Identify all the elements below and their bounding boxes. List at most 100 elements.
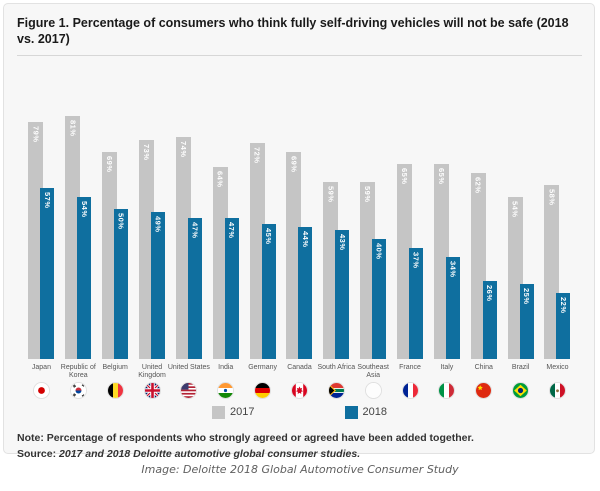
bar-pair: 72% 45%	[249, 116, 276, 359]
country-label: United States	[167, 363, 210, 371]
bar-2017-value-label: 73%	[142, 143, 151, 161]
note-line: Note: Percentage of respondents who stro…	[17, 430, 582, 446]
country-label: Southeast Asia	[357, 363, 389, 379]
country-label: China	[474, 363, 493, 371]
bar-2018: 22%	[556, 292, 571, 359]
source-line: Source: 2017 and 2018 Deloitte automotiv…	[17, 446, 582, 462]
bar-group: 81% 54% Republic of Korea	[60, 115, 97, 399]
bar-group: 73% 49% United Kingdom	[134, 116, 171, 399]
bar-2017: 59%	[360, 181, 376, 359]
flag-france	[401, 381, 419, 399]
bar-2017: 65%	[433, 163, 449, 359]
bar-pair: 73% 49%	[139, 116, 165, 359]
bar-2017: 54%	[507, 196, 523, 359]
bar-chart: 79% 57% Japan 81% 54% Republic of Korea 69% 50%…	[17, 115, 582, 399]
bar-pair: 62% 26%	[470, 116, 497, 359]
bar-group: 59% 40% Southeast Asia	[355, 116, 392, 399]
bar-2017: 79%	[28, 121, 44, 359]
bar-2018-value-label: 57%	[42, 191, 52, 209]
bar-2018-value-label: 22%	[558, 296, 568, 314]
bar-2017: 69%	[102, 151, 118, 359]
bar-2018-value-label: 43%	[337, 233, 347, 251]
bar-group: 65% 37% France	[392, 116, 429, 399]
legend-label-2018: 2018	[362, 406, 387, 418]
flag-italy	[438, 381, 456, 399]
figure-card: Figure 1. Percentage of consumers who th…	[3, 3, 595, 460]
country-label: Canada	[287, 363, 312, 371]
legend-swatch-2018	[344, 405, 358, 419]
bar-group: 72% 45% Germany	[244, 116, 281, 399]
country-label: Belgium	[102, 363, 128, 371]
flag-south-korea	[69, 381, 87, 399]
bar-2017: 72%	[249, 142, 265, 359]
flag-germany	[254, 381, 272, 399]
legend-label-2017: 2017	[230, 406, 255, 418]
flag-united-states	[180, 381, 198, 399]
bar-pair: 59% 40%	[360, 116, 387, 359]
image-caption: Image: Deloitte 2018 Global Automotive C…	[141, 463, 459, 476]
flag-mexico	[548, 381, 566, 399]
bar-group: 69% 50% Belgium	[97, 116, 134, 399]
bar-2017-value-label: 74%	[178, 140, 188, 158]
bar-pair: 69% 50%	[102, 116, 129, 359]
bar-pair: 65% 34%	[433, 116, 460, 359]
chart-legend: 2017 2018	[17, 405, 582, 419]
country-label: Germany	[248, 363, 277, 371]
bar-group: 54% 25% Brazil	[502, 116, 539, 399]
bar-pair: 81% 54%	[65, 115, 92, 359]
bar-2018: 37%	[409, 247, 424, 359]
bar-2018: 45%	[261, 223, 276, 359]
flag-japan	[32, 381, 50, 399]
bar-2018: 44%	[298, 226, 313, 359]
flag-south-africa	[327, 381, 345, 399]
bar-2018-value-label: 40%	[374, 242, 384, 260]
country-label: France	[399, 363, 421, 371]
flag-canada	[290, 381, 308, 399]
bar-2017: 81%	[65, 115, 81, 359]
bar-2018-value-label: 45%	[264, 227, 274, 245]
bar-2017: 74%	[175, 136, 191, 359]
bar-2017-value-label: 54%	[510, 200, 520, 218]
bar-2017-value-label: 59%	[363, 185, 373, 203]
bar-2018: 43%	[335, 229, 350, 359]
country-label: Mexico	[546, 363, 569, 371]
bar-group: 59% 43% South Africa	[317, 116, 355, 399]
bar-pair: 74% 47%	[175, 116, 202, 359]
bar-pair: 64% 47%	[212, 116, 239, 359]
bar-2018-value-label: 47%	[190, 221, 200, 239]
bar-2018-value-label: 37%	[411, 251, 421, 269]
bar-2018-value-label: 26%	[485, 284, 495, 302]
bar-2017: 65%	[397, 163, 413, 359]
flag-united-kingdom	[143, 381, 161, 399]
country-label: South Africa	[317, 363, 356, 371]
bar-2018: 47%	[187, 217, 202, 359]
country-label: India	[218, 363, 234, 371]
bar-group: 74% 47% United States	[168, 116, 210, 399]
bar-2018: 49%	[151, 211, 165, 359]
bar-pair: 58% 22%	[544, 116, 571, 359]
bar-2018-value-label: 34%	[448, 260, 458, 278]
bar-2017-value-label: 81%	[68, 119, 78, 137]
flag-southeast-asia-blank	[364, 381, 382, 399]
bar-2017: 69%	[286, 151, 302, 359]
bar-2017: 73%	[139, 139, 154, 359]
bar-2018-value-label: 54%	[79, 200, 89, 218]
bar-2017-value-label: 69%	[289, 155, 299, 173]
bar-2017-value-label: 65%	[400, 167, 410, 185]
bar-pair: 79% 57%	[28, 116, 55, 359]
bar-pair: 65% 37%	[397, 116, 424, 359]
bar-2017-value-label: 69%	[105, 155, 115, 173]
flag-china	[475, 381, 493, 399]
bar-2018: 34%	[445, 256, 460, 359]
bar-2017: 62%	[470, 172, 486, 359]
country-label: Japan	[31, 363, 51, 371]
figure-title: Figure 1. Percentage of consumers who th…	[17, 15, 582, 56]
bar-2018: 40%	[372, 238, 387, 359]
bar-group: 79% 57% Japan	[23, 116, 60, 399]
bar-2018-value-label: 50%	[116, 212, 126, 230]
note-text: Percentage of respondents who strongly a…	[46, 431, 474, 444]
bar-2018: 57%	[40, 187, 55, 359]
legend-item-2017: 2017	[212, 405, 255, 419]
bar-2017-value-label: 65%	[436, 167, 446, 185]
source-text: 2017 and 2018 Deloitte automotive global…	[59, 447, 361, 460]
